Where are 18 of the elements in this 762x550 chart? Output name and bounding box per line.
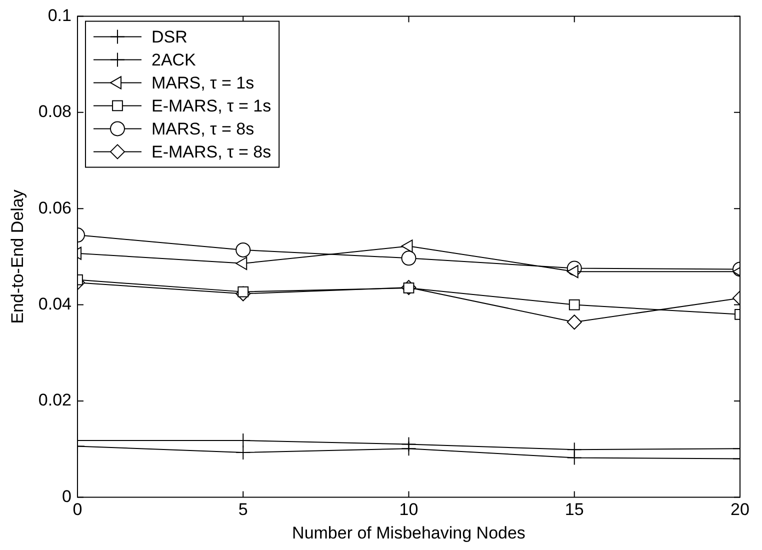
y-tick-label: 0.04 <box>38 294 72 314</box>
x-tick-label: 10 <box>399 500 418 520</box>
y-tick-label: 0.06 <box>38 198 72 218</box>
legend-label: E-MARS, τ = 1s <box>151 96 272 116</box>
legend-label: MARS, τ = 1s <box>151 73 254 92</box>
y-tick-label: 0.1 <box>48 6 72 25</box>
legend-label: MARS, τ = 8s <box>151 119 254 138</box>
y-tick-label: 0 <box>62 486 72 506</box>
legend-label: DSR <box>151 27 188 46</box>
legend-label: E-MARS, τ = 8s <box>151 142 272 162</box>
legend-label: 2ACK <box>151 50 197 70</box>
x-axis-title: Number of Misbehaving Nodes <box>292 523 526 542</box>
y-tick-label: 0.02 <box>38 390 72 410</box>
x-tick-label: 15 <box>564 500 584 520</box>
y-tick-label: 0.08 <box>38 102 72 122</box>
x-tick-label: 5 <box>238 500 248 520</box>
y-axis-title: End-to-End Delay <box>8 189 27 324</box>
x-tick-label: 20 <box>730 500 750 520</box>
